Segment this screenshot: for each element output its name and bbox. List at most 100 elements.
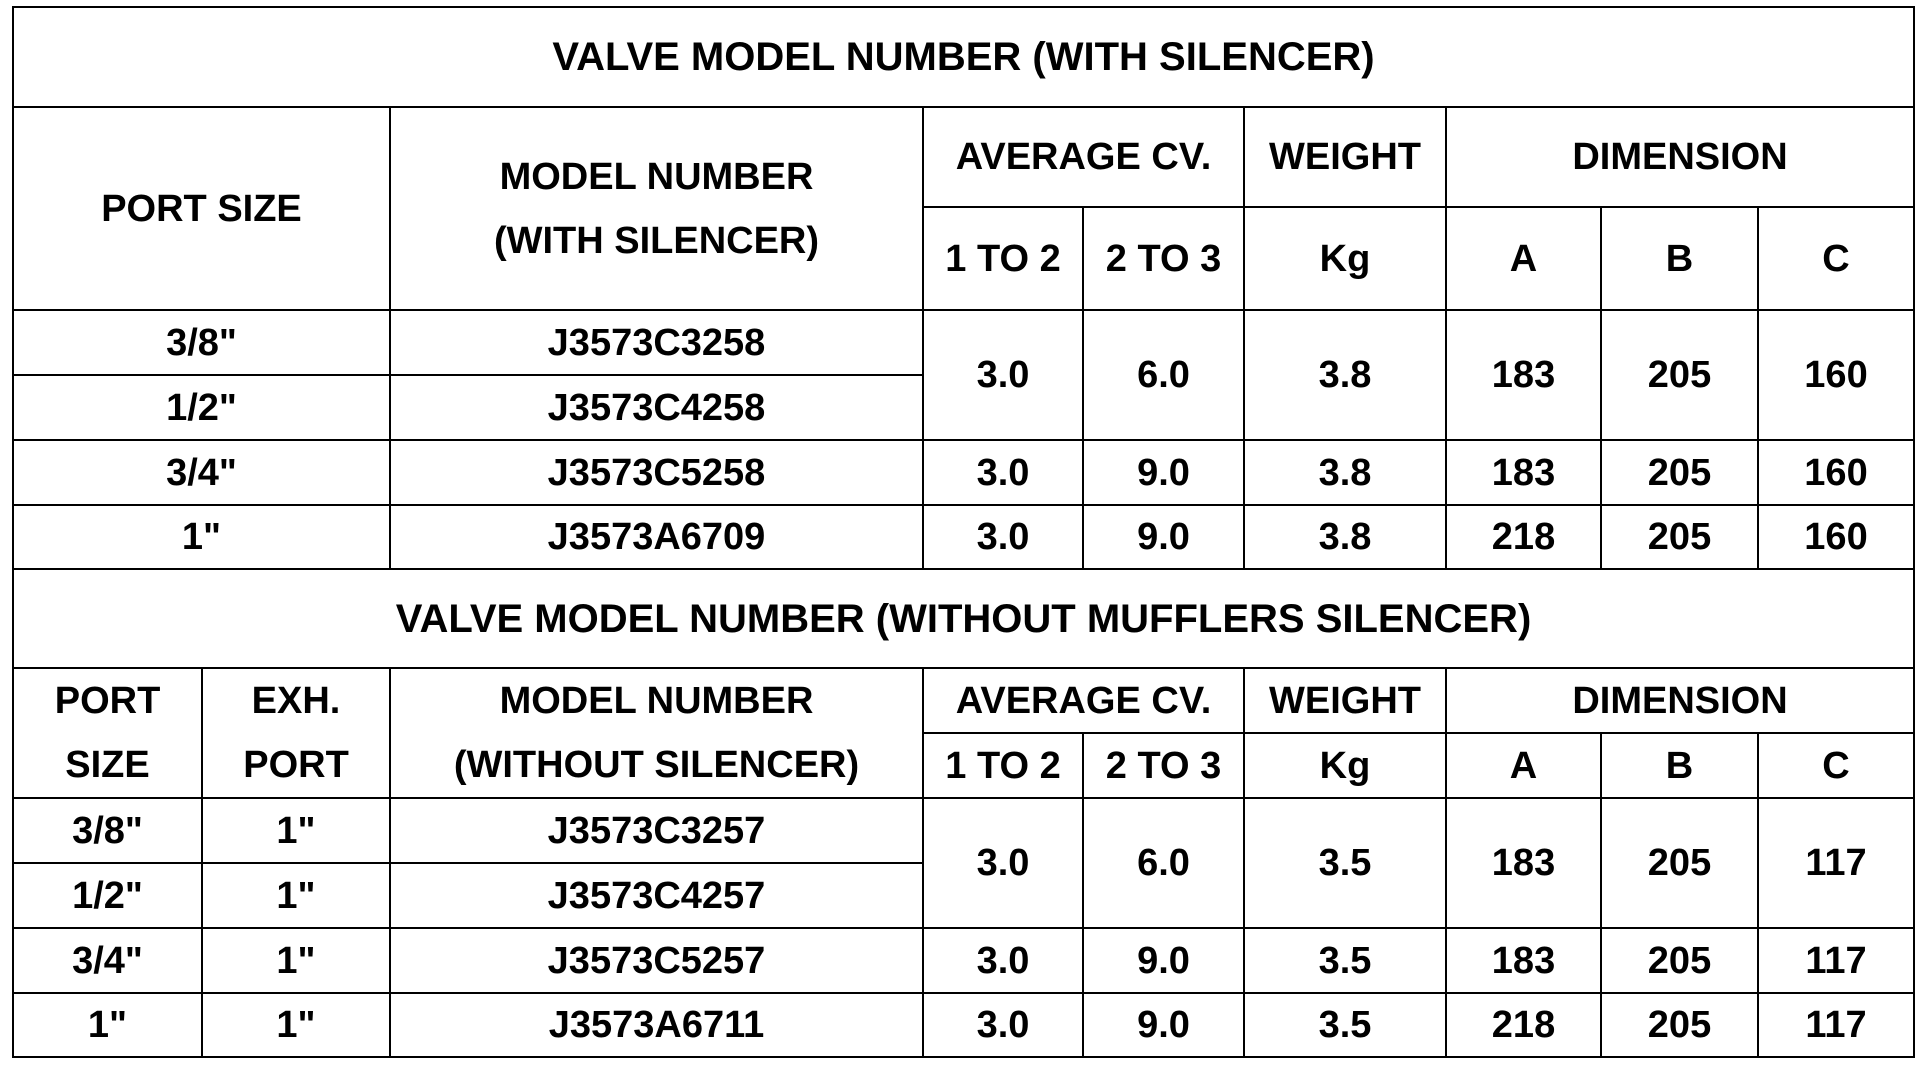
spec-value: 3.0 <box>922 992 1084 1058</box>
spec-value: 183 <box>1445 439 1602 506</box>
average-cv-header: AVERAGE CV. <box>922 106 1245 208</box>
dimension-column-header: C <box>1756 732 1916 799</box>
exh-port: 1" <box>201 927 391 994</box>
spec-value: 117 <box>1756 797 1916 929</box>
spec-value: 205 <box>1600 927 1759 994</box>
spec-value: 183 <box>1445 797 1602 929</box>
dimension-column-header: B <box>1600 732 1759 799</box>
model-number: J3573C5257 <box>389 927 924 994</box>
spec-value: 3.0 <box>922 797 1084 929</box>
model-number: J3573C4258 <box>389 374 924 441</box>
model-number-header-line: MODEL NUMBER <box>499 155 814 198</box>
table-row: 3/4" J3573C5258 3.0 9.0 3.8 183 205 160 <box>12 439 1916 506</box>
table-row: PORT SIZE MODEL NUMBER (WITH SILENCER) AVER… <box>12 106 1916 311</box>
table-row: VALVE MODEL NUMBER (WITHOUT MUFFLERS SIL… <box>11 568 1916 669</box>
exh-port: 1" <box>201 862 391 929</box>
spec-value: 3.0 <box>922 439 1084 506</box>
spec-value: 3.5 <box>1243 992 1447 1058</box>
port-size-header: PORT SIZE <box>12 667 203 799</box>
cv-column-header: 2 TO 3 <box>1082 206 1245 311</box>
port-size: 3/4" <box>12 439 391 506</box>
section-title: VALVE MODEL NUMBER (WITH SILENCER) <box>11 6 1916 108</box>
spec-value: 9.0 <box>1082 927 1245 994</box>
spec-value: 6.0 <box>1082 797 1245 929</box>
dimension-column-header: A <box>1445 206 1602 311</box>
spec-value: 117 <box>1756 927 1916 994</box>
spec-value: 3.0 <box>922 504 1084 570</box>
spec-value: 3.8 <box>1243 309 1447 441</box>
table-row: 1/2" 1" J3573C4257 <box>12 862 1914 929</box>
port-size: 3/8" <box>12 309 391 376</box>
spec-value: 3.8 <box>1243 439 1447 506</box>
spec-value: 183 <box>1445 309 1602 441</box>
spec-value: 160 <box>1756 504 1916 570</box>
spec-value: 3.5 <box>1243 797 1447 929</box>
spec-value: 205 <box>1600 992 1759 1058</box>
dimension-header: DIMENSION <box>1444 667 1916 734</box>
cv-column-header: 1 TO 2 <box>922 206 1084 311</box>
spec-value: 3.8 <box>1243 504 1447 570</box>
dimension-column-header: B <box>1600 206 1759 311</box>
model-number: J3573C5258 <box>389 439 924 506</box>
spec-sheet: VALVE MODEL NUMBER (WITH SILENCER) PORT S… <box>11 6 1916 1058</box>
model-number-header-line: (WITHOUT SILENCER) <box>453 744 860 786</box>
spec-value: 6.0 <box>1082 309 1245 441</box>
weight-unit: Kg <box>1243 732 1447 799</box>
model-number: J3573C3258 <box>389 309 924 376</box>
dimension-column-header: C <box>1756 206 1916 311</box>
spec-value: 205 <box>1600 504 1759 570</box>
port-size: 1/2" <box>12 862 203 929</box>
port-size-header-line: PORT SIZE <box>101 187 302 230</box>
exh-port-header-line: PORT <box>243 744 349 786</box>
spec-value: 3.0 <box>922 927 1084 994</box>
table-row: 1" J3573A6709 3.0 9.0 3.8 218 205 160 <box>12 504 1916 570</box>
port-size-header-line: PORT <box>54 680 161 722</box>
spec-value: 205 <box>1600 309 1759 441</box>
spec-value: 9.0 <box>1082 439 1245 506</box>
spec-value: 160 <box>1756 309 1916 441</box>
dimension-column-header: A <box>1445 732 1602 799</box>
model-number-header: MODEL NUMBER (WITH SILENCER) <box>389 106 924 311</box>
model-number: J3573C4257 <box>389 862 924 929</box>
model-number: J3573A6709 <box>389 504 924 570</box>
table-row: 3/8" J3573C3258 3.0 6.0 3.8 183 205 160 <box>12 309 1916 441</box>
model-number-header: MODEL NUMBER (WITHOUT SILENCER) <box>389 667 924 799</box>
spec-value: 205 <box>1600 797 1759 929</box>
table-row: PORT SIZE EXH. PORT MODEL NUMBER (WITHOUT SIL… <box>12 667 1916 799</box>
exh-port-header: EXH. PORT <box>201 667 391 799</box>
model-number: J3573C3257 <box>389 797 924 864</box>
model-number: J3573A6711 <box>389 992 924 1058</box>
spec-value: 3.0 <box>922 309 1084 441</box>
table-row: 3/8" 1" J3573C3257 3.0 6.0 3.5 183 205 117 <box>12 797 1916 929</box>
model-number-header-line: MODEL NUMBER <box>499 680 814 722</box>
weight-header: WEIGHT <box>1243 106 1447 208</box>
table-row: 1" 1" J3573A6711 3.0 9.0 3.5 218 205 117 <box>12 992 1916 1058</box>
spec-value: 160 <box>1756 439 1916 506</box>
exh-port: 1" <box>201 797 391 864</box>
port-size: 1" <box>12 992 203 1058</box>
cv-column-header: 2 TO 3 <box>1082 732 1245 799</box>
port-size: 3/8" <box>12 797 203 864</box>
port-size: 1" <box>12 504 391 570</box>
table-body: VALVE MODEL NUMBER (WITH SILENCER) PORT S… <box>11 6 1916 1058</box>
port-size-header: PORT SIZE <box>12 106 391 311</box>
spec-value: 3.5 <box>1243 927 1447 994</box>
weight-header: WEIGHT <box>1243 667 1447 734</box>
port-size: 1/2" <box>12 374 391 441</box>
model-number-header-line: (WITH SILENCER) <box>493 219 820 262</box>
spec-value: 9.0 <box>1082 504 1245 570</box>
cv-column-header: 1 TO 2 <box>922 732 1084 799</box>
average-cv-header: AVERAGE CV. <box>922 667 1245 734</box>
table-row: 3/4" 1" J3573C5257 3.0 9.0 3.5 183 205 117 <box>12 927 1916 994</box>
table-row: 1/2" J3573C4258 <box>12 374 1914 441</box>
spec-value: 218 <box>1445 992 1602 1058</box>
spec-value: 218 <box>1445 504 1602 570</box>
port-size: 3/4" <box>12 927 203 994</box>
port-size-header-line: SIZE <box>65 744 150 786</box>
valve-table: VALVE MODEL NUMBER (WITH SILENCER) PORT S… <box>11 6 1916 1058</box>
spec-value: 9.0 <box>1082 992 1245 1058</box>
section-title: VALVE MODEL NUMBER (WITHOUT MUFFLERS SIL… <box>11 568 1916 669</box>
dimension-header: DIMENSION <box>1444 106 1916 208</box>
